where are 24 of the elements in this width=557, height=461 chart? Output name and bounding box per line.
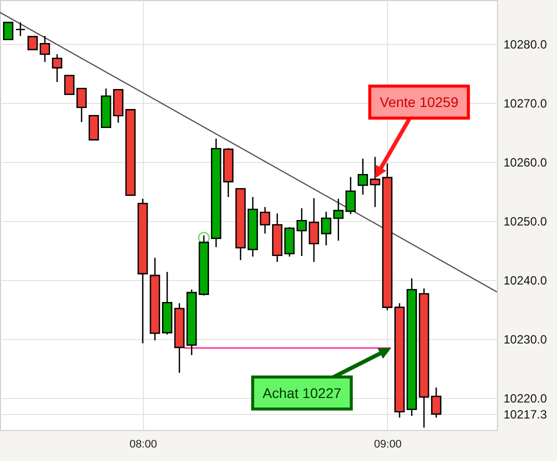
x-tick-label: 09:00 — [374, 438, 402, 450]
y-tick-label: 10270.0 — [504, 96, 548, 111]
y-tick-label: 10240.0 — [504, 274, 548, 288]
annotation: Achat 10227 — [262, 385, 342, 402]
candlestick — [15, 22, 26, 37]
y-tick-label: 10280.0 — [504, 38, 548, 52]
candlestick — [308, 198, 320, 263]
candlestick — [64, 74, 74, 96]
y-tick-label: 10250.0 — [504, 214, 548, 229]
y-tick-label: 10217.3 — [504, 408, 548, 422]
candlestick — [52, 54, 62, 83]
annotation: Vente 10259 — [380, 94, 459, 110]
y-tick-label: 10220.0 — [504, 392, 548, 406]
candlestick — [370, 156, 380, 208]
candlestick — [358, 158, 368, 196]
candlestick — [296, 208, 307, 257]
candlestick — [3, 22, 14, 40]
y-tick-label: 10230.0 — [504, 332, 548, 347]
candlestick — [431, 386, 442, 418]
y-tick-label: 10260.0 — [504, 156, 548, 170]
candlestick — [260, 206, 270, 234]
candlestick — [345, 176, 356, 215]
candlestick — [76, 88, 87, 123]
x-tick-label: 08:00 — [129, 438, 157, 450]
